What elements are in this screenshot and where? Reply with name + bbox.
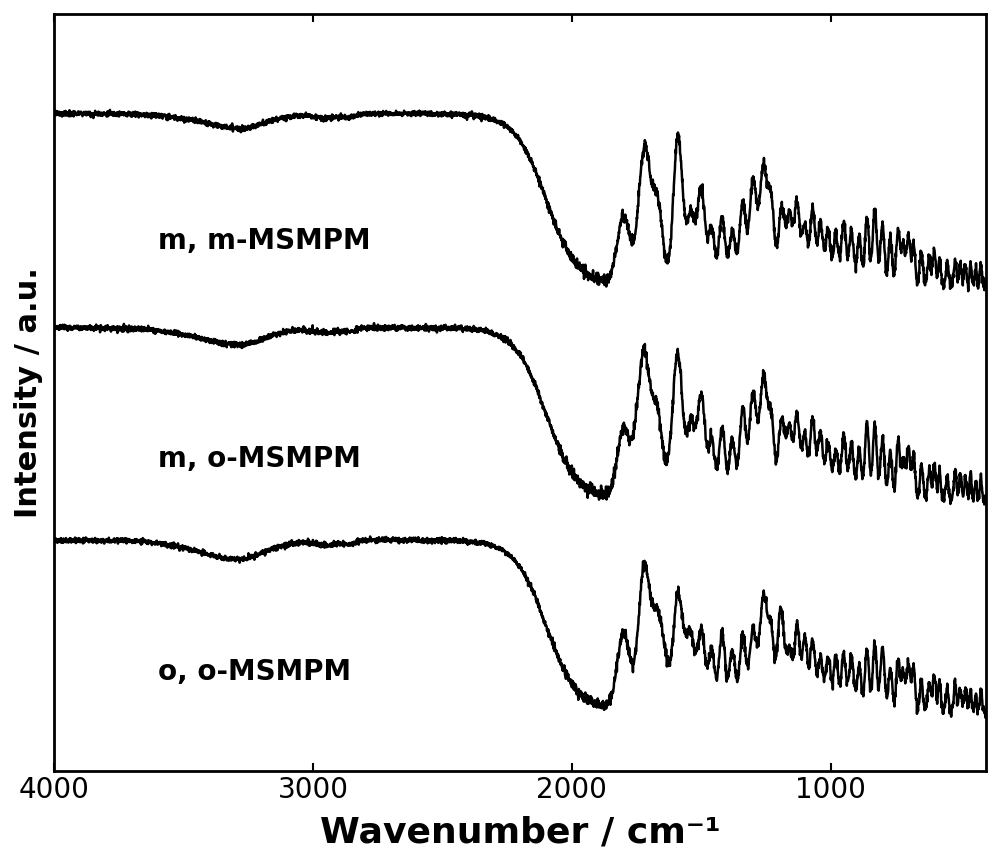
Text: o, o-MSMPM: o, o-MSMPM <box>158 658 351 686</box>
Y-axis label: Intensity / a.u.: Intensity / a.u. <box>14 267 43 518</box>
X-axis label: Wavenumber / cm⁻¹: Wavenumber / cm⁻¹ <box>320 816 720 849</box>
Text: m, o-MSMPM: m, o-MSMPM <box>158 444 360 473</box>
Text: m, m-MSMPM: m, m-MSMPM <box>158 227 370 255</box>
